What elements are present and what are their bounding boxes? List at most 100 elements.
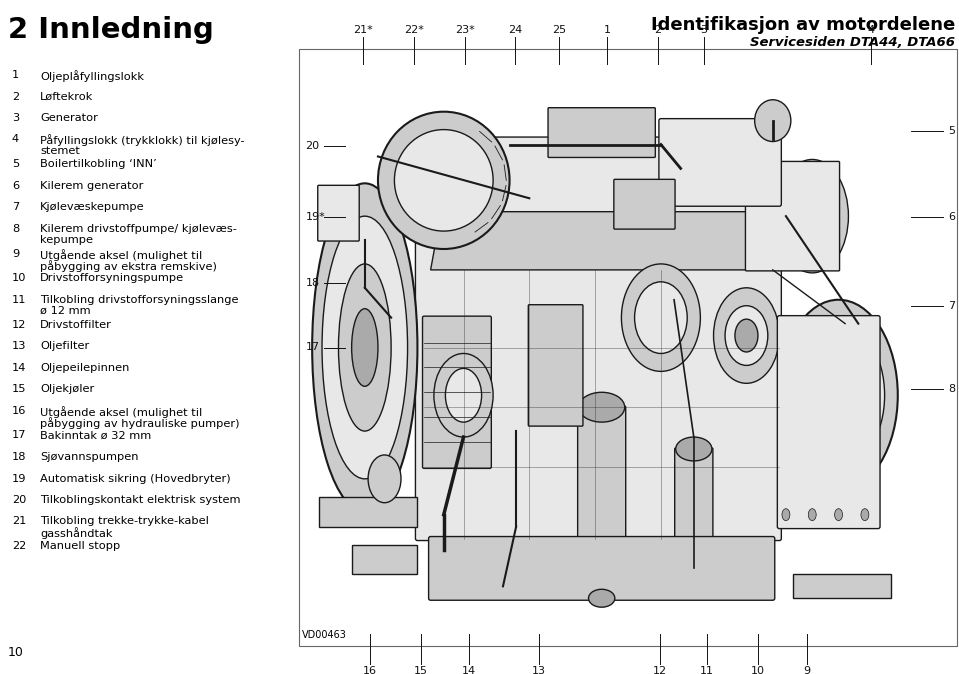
Ellipse shape: [578, 392, 624, 422]
Text: 10: 10: [12, 274, 27, 283]
FancyBboxPatch shape: [659, 119, 782, 206]
Text: 7: 7: [12, 202, 19, 212]
Text: Tilkobling trekke-trykke-kabel: Tilkobling trekke-trykke-kabel: [40, 516, 209, 526]
Ellipse shape: [352, 309, 378, 386]
Ellipse shape: [827, 377, 850, 413]
Text: Manuell stopp: Manuell stopp: [40, 541, 120, 551]
Text: Utgående aksel (mulighet til: Utgående aksel (mulighet til: [40, 249, 202, 261]
Bar: [299, 49, 957, 646]
Text: Identifikasjon av motordelene: Identifikasjon av motordelene: [651, 16, 955, 34]
Ellipse shape: [368, 455, 401, 503]
Text: 18: 18: [12, 452, 27, 462]
Ellipse shape: [433, 353, 493, 437]
Polygon shape: [352, 545, 417, 574]
Ellipse shape: [445, 369, 481, 422]
Text: 13: 13: [532, 666, 547, 674]
Polygon shape: [792, 574, 891, 599]
Text: Tilkobling drivstofforsyningsslange: Tilkobling drivstofforsyningsslange: [40, 295, 239, 305]
Text: 18: 18: [306, 278, 319, 288]
Text: 5: 5: [12, 159, 19, 169]
Text: 11: 11: [700, 666, 713, 674]
Text: Drivstoffilter: Drivstoffilter: [40, 319, 112, 330]
Text: 6: 6: [948, 212, 955, 222]
Ellipse shape: [322, 216, 408, 479]
Text: Oljekjøler: Oljekjøler: [40, 384, 94, 394]
Ellipse shape: [313, 183, 417, 512]
Polygon shape: [431, 198, 773, 270]
Ellipse shape: [780, 300, 898, 491]
Ellipse shape: [792, 324, 884, 467]
Ellipse shape: [789, 181, 835, 252]
Text: 8: 8: [947, 384, 955, 394]
Text: 3: 3: [12, 113, 19, 123]
Text: 25: 25: [551, 25, 566, 35]
Text: 21: 21: [12, 516, 27, 526]
Text: Løftekrok: Løftekrok: [40, 92, 93, 102]
Ellipse shape: [834, 509, 843, 520]
FancyBboxPatch shape: [449, 137, 755, 212]
Text: 12: 12: [12, 319, 27, 330]
Text: Bakinntak ø 32 mm: Bakinntak ø 32 mm: [40, 431, 152, 441]
Text: påbygging av ekstra remskive): påbygging av ekstra remskive): [40, 259, 217, 272]
Ellipse shape: [735, 319, 758, 352]
Text: 14: 14: [461, 666, 476, 674]
Ellipse shape: [809, 348, 868, 443]
Text: 10: 10: [8, 646, 24, 659]
Text: kepumpe: kepumpe: [40, 235, 93, 245]
Text: 1: 1: [603, 25, 611, 35]
Text: 14: 14: [12, 363, 27, 373]
Text: Oljeplåfyllingslokk: Oljeplåfyllingslokk: [40, 70, 144, 82]
Text: 23*: 23*: [455, 25, 475, 35]
FancyBboxPatch shape: [548, 108, 655, 158]
Text: 22: 22: [12, 541, 26, 551]
Ellipse shape: [378, 112, 509, 249]
Ellipse shape: [725, 306, 768, 365]
Ellipse shape: [635, 282, 688, 353]
Text: 15: 15: [12, 384, 27, 394]
Text: Sjøvannspumpen: Sjøvannspumpen: [40, 452, 138, 462]
FancyBboxPatch shape: [745, 162, 839, 271]
Text: 17: 17: [306, 342, 319, 353]
Text: 20: 20: [12, 495, 27, 505]
Text: 15: 15: [413, 666, 428, 674]
Text: Drivstofforsyningspumpe: Drivstofforsyningspumpe: [40, 274, 184, 283]
Text: 20: 20: [306, 141, 319, 151]
Text: Kilerem drivstoffpumpe/ kjølevæs-: Kilerem drivstoffpumpe/ kjølevæs-: [40, 224, 237, 234]
Ellipse shape: [776, 160, 849, 273]
Text: 21*: 21*: [354, 25, 373, 35]
Text: Generator: Generator: [40, 113, 98, 123]
Ellipse shape: [713, 288, 780, 384]
Text: gasshåndtak: gasshåndtak: [40, 528, 112, 539]
Text: 2: 2: [654, 25, 661, 35]
Text: Påfyllingslokk (trykklokk) til kjølesy-: Påfyllingslokk (trykklokk) til kjølesy-: [40, 135, 245, 146]
Text: 19: 19: [12, 474, 27, 483]
Ellipse shape: [578, 562, 624, 586]
Text: påbygging av hydrauliske pumper): påbygging av hydrauliske pumper): [40, 417, 240, 429]
Text: 13: 13: [12, 341, 27, 351]
Text: 11: 11: [12, 295, 27, 305]
Text: 9: 9: [12, 249, 19, 259]
Text: Servicesiden DTA44, DTA66: Servicesiden DTA44, DTA66: [750, 36, 955, 49]
Ellipse shape: [394, 129, 493, 231]
Text: 17: 17: [12, 431, 27, 441]
Text: 3: 3: [700, 25, 707, 35]
Ellipse shape: [861, 509, 869, 520]
Text: Oljefilter: Oljefilter: [40, 341, 89, 351]
Text: Boilertilkobling ‘INN’: Boilertilkobling ‘INN’: [40, 159, 156, 169]
Ellipse shape: [755, 100, 791, 142]
Polygon shape: [318, 497, 417, 526]
Text: 10: 10: [751, 666, 765, 674]
Text: ø 12 mm: ø 12 mm: [40, 306, 90, 316]
FancyBboxPatch shape: [528, 305, 583, 426]
FancyBboxPatch shape: [577, 406, 625, 576]
Ellipse shape: [339, 264, 391, 431]
Text: 19*: 19*: [306, 212, 325, 222]
Text: Oljepeilepinnen: Oljepeilepinnen: [40, 363, 129, 373]
FancyBboxPatch shape: [423, 316, 491, 468]
Text: 22*: 22*: [404, 25, 424, 35]
Text: 8: 8: [12, 224, 19, 234]
Text: 16: 16: [12, 406, 27, 416]
FancyBboxPatch shape: [614, 179, 675, 229]
Ellipse shape: [782, 509, 790, 520]
FancyBboxPatch shape: [675, 448, 713, 570]
